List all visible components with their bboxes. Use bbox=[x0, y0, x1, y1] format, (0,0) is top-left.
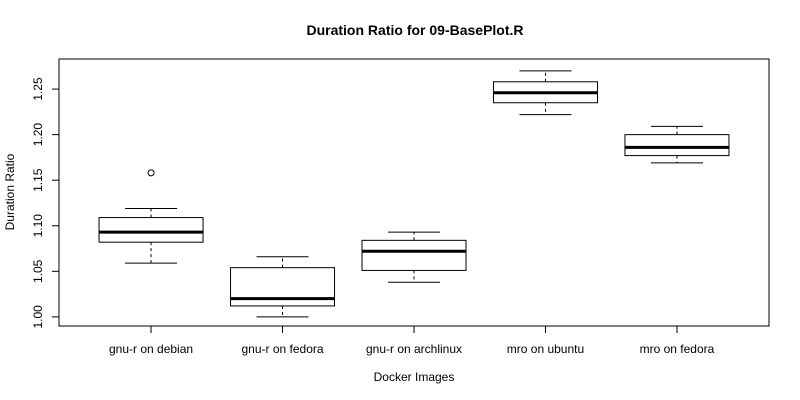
x-tick-label: mro on ubuntu bbox=[507, 342, 584, 356]
x-tick-label: gnu-r on archlinux bbox=[366, 342, 462, 356]
plot-frame bbox=[58, 58, 770, 327]
y-tick-label: 1.00 bbox=[31, 305, 45, 329]
box-0 bbox=[98, 169, 204, 264]
y-axis: 1.00 1.05 1.10 1.15 1.20 1.25 bbox=[31, 77, 60, 329]
y-tick-label: 1.25 bbox=[31, 77, 45, 101]
iqr-box bbox=[230, 267, 336, 307]
box-3 bbox=[492, 70, 598, 116]
box-1 bbox=[230, 256, 336, 318]
x-tick-label: gnu-r on fedora bbox=[241, 342, 323, 356]
outlier-point bbox=[147, 169, 155, 177]
x-axis-label: Docker Images bbox=[374, 370, 455, 384]
y-axis-label: Duration Ratio bbox=[3, 153, 17, 230]
box-4 bbox=[624, 125, 730, 164]
box-series bbox=[98, 70, 730, 318]
x-tick-label: mro on fedora bbox=[640, 342, 715, 356]
y-tick-label: 1.05 bbox=[31, 259, 45, 283]
x-tick-label: gnu-r on debian bbox=[109, 342, 193, 356]
box-2 bbox=[361, 231, 467, 283]
iqr-box bbox=[98, 217, 204, 243]
x-axis: gnu-r on debian gnu-r on fedora gnu-r on a… bbox=[109, 325, 715, 356]
iqr-box bbox=[361, 239, 467, 271]
y-tick-label: 1.15 bbox=[31, 168, 45, 192]
y-tick-label: 1.10 bbox=[31, 214, 45, 238]
y-tick-label: 1.20 bbox=[31, 123, 45, 147]
iqr-box bbox=[624, 134, 730, 157]
chart-title: Duration Ratio for 09-BasePlot.R bbox=[306, 22, 523, 38]
